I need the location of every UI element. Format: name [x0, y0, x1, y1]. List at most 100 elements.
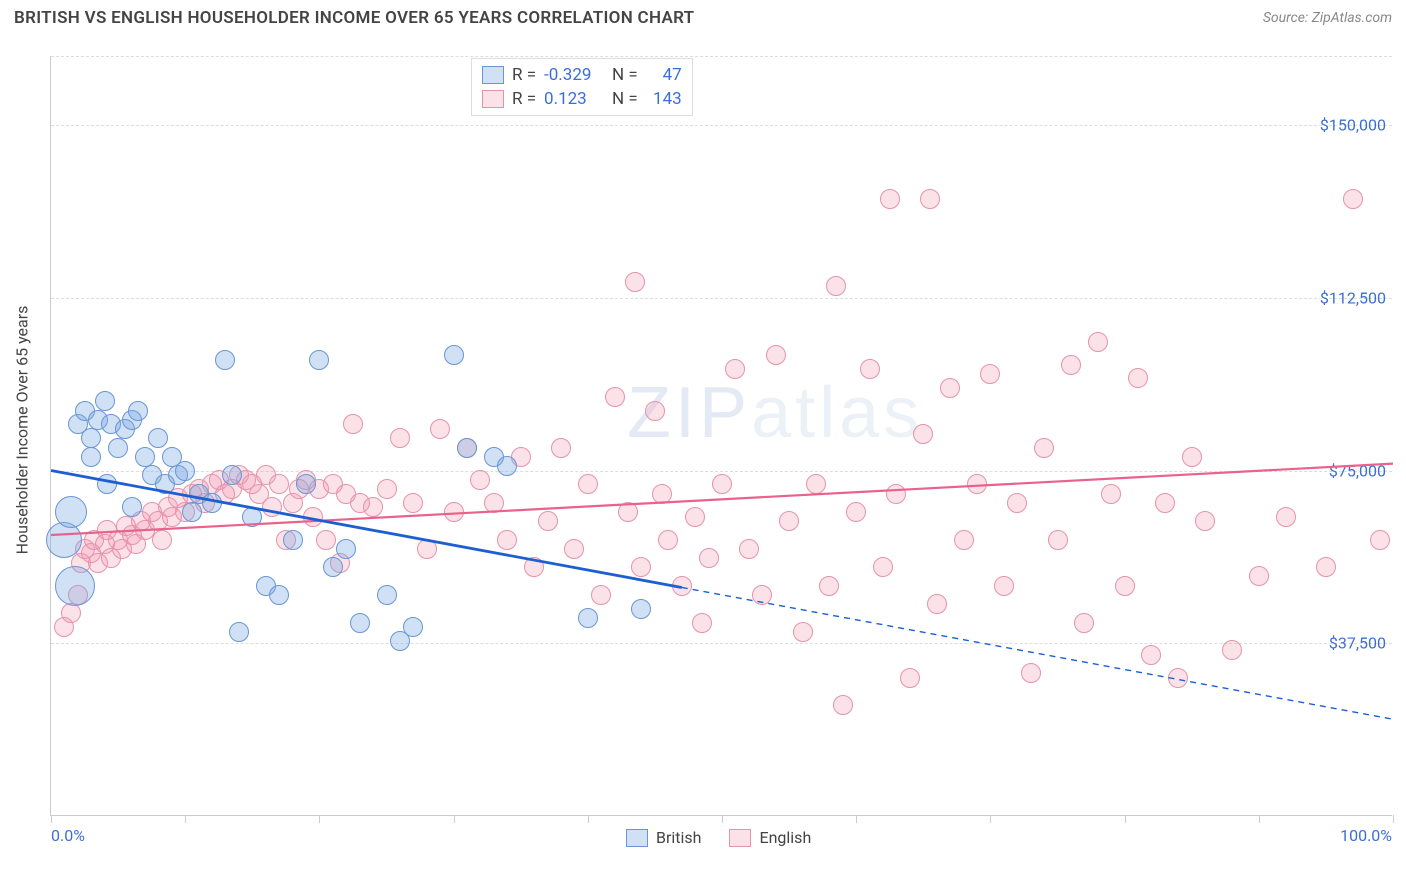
legend-item-british: British [626, 828, 701, 847]
english-point [605, 387, 625, 407]
british-point [631, 599, 651, 619]
english-point [1088, 332, 1108, 352]
british-point [81, 428, 101, 448]
english-point [645, 401, 665, 421]
y-tick-label: $150,000 [1320, 116, 1386, 135]
x-axis-max-label: 100.0% [1340, 826, 1392, 845]
x-tick [1125, 815, 1126, 823]
british-point [283, 530, 303, 550]
english-point [692, 613, 712, 633]
english-point [1128, 368, 1148, 388]
english-point [262, 497, 282, 517]
y-tick-label: $75,000 [1329, 461, 1386, 480]
gridline [51, 125, 1392, 126]
british-swatch-icon [626, 829, 648, 847]
english-point [497, 530, 517, 550]
british-point [578, 608, 598, 628]
british-point [323, 557, 343, 577]
british-point [269, 585, 289, 605]
stats-row-english: R =0.123N =143 [482, 87, 682, 111]
gridline [51, 298, 1392, 299]
english-point [152, 530, 172, 550]
gridline [51, 56, 1392, 57]
english-point [672, 576, 692, 596]
y-tick-label: $112,500 [1320, 288, 1386, 307]
british-point [122, 497, 142, 517]
stats-box: R =-0.329N =47R =0.123N =143 [471, 58, 693, 116]
english-point [564, 539, 584, 559]
english-swatch-icon [729, 829, 751, 847]
english-point [860, 359, 880, 379]
english-point [1168, 668, 1188, 688]
british-point [128, 401, 148, 421]
english-point [1370, 530, 1390, 550]
english-point [1195, 511, 1215, 531]
legend-item-english: English [729, 828, 811, 847]
english-point [390, 428, 410, 448]
english-point [1316, 557, 1336, 577]
british-point [336, 539, 356, 559]
british-point [242, 507, 262, 527]
chart-title: BRITISH VS ENGLISH HOUSEHOLDER INCOME OV… [14, 8, 694, 28]
english-point [1048, 530, 1068, 550]
trend-lines [51, 56, 1393, 816]
british-swatch [482, 66, 504, 84]
british-point [457, 438, 477, 458]
x-tick [856, 815, 857, 823]
british-point [97, 474, 117, 494]
british-point [350, 613, 370, 633]
english-point [269, 474, 289, 494]
english-point [551, 438, 571, 458]
english-point [712, 474, 732, 494]
british-point [296, 474, 316, 494]
stat-r-label: R = [512, 63, 536, 87]
english-point [685, 507, 705, 527]
english-point [826, 276, 846, 296]
english-swatch [482, 90, 504, 108]
english-point [725, 359, 745, 379]
english-point [994, 576, 1014, 596]
english-point [484, 493, 504, 513]
watermark: ZIPatlas [627, 372, 923, 454]
english-point [752, 585, 772, 605]
british-point [215, 350, 235, 370]
english-point [793, 622, 813, 642]
english-point [1276, 507, 1296, 527]
english-point [403, 493, 423, 513]
english-point [940, 378, 960, 398]
x-tick [1393, 815, 1394, 823]
english-point [1115, 576, 1135, 596]
english-point [470, 470, 490, 490]
english-point [913, 424, 933, 444]
english-point [363, 497, 383, 517]
english-point [578, 474, 598, 494]
x-tick [990, 815, 991, 823]
british-point [135, 447, 155, 467]
x-tick [1259, 815, 1260, 823]
english-point [1141, 645, 1161, 665]
english-point [377, 479, 397, 499]
stat-n-label: N = [612, 63, 638, 87]
british-point [95, 391, 115, 411]
english-point [1222, 640, 1242, 660]
english-point [1034, 438, 1054, 458]
english-point [954, 530, 974, 550]
english-point [591, 585, 611, 605]
english-point [538, 511, 558, 531]
x-tick [588, 815, 589, 823]
english-point [631, 557, 651, 577]
legend-label: English [759, 828, 811, 847]
english-point [1182, 447, 1202, 467]
legend: British English [626, 828, 811, 847]
x-tick [319, 815, 320, 823]
english-point [766, 345, 786, 365]
british-point [55, 566, 95, 606]
english-point [927, 594, 947, 614]
english-point [625, 272, 645, 292]
british-point [444, 345, 464, 365]
x-tick [722, 815, 723, 823]
english-point [1074, 613, 1094, 633]
gridline [51, 643, 1392, 644]
english-point [1101, 484, 1121, 504]
y-axis-title: Householder Income Over 65 years [13, 306, 32, 555]
